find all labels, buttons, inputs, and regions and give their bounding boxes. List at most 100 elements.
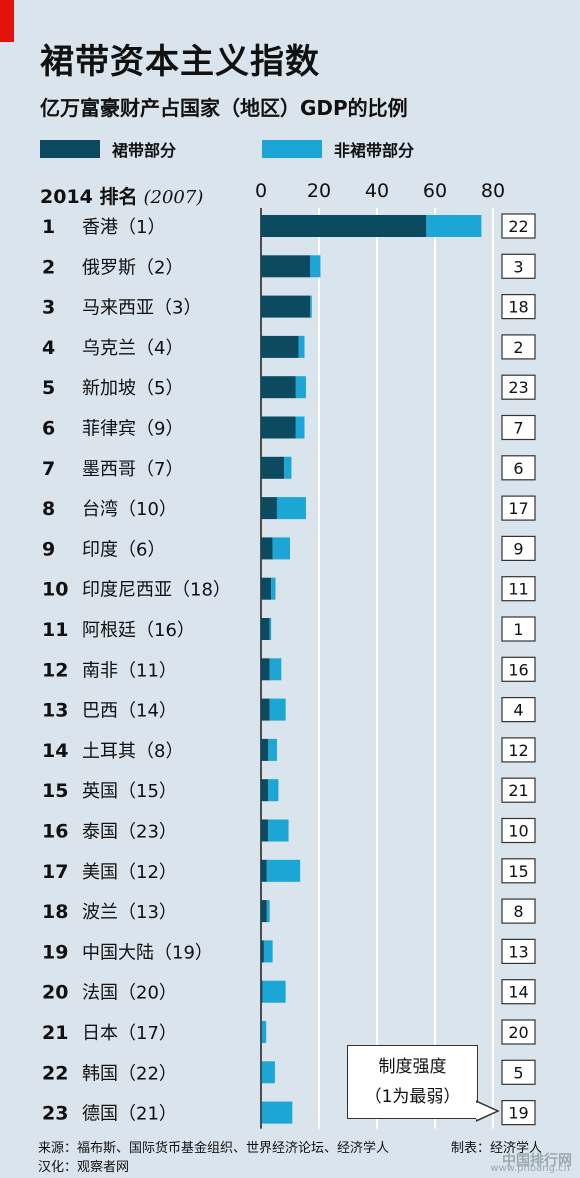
- rank-number: 6: [42, 418, 55, 440]
- legend-label-non-crony: 非裙带部分: [334, 141, 415, 160]
- bar-non-crony: [266, 859, 301, 882]
- bar-non-crony: [266, 900, 270, 923]
- strength-box: [501, 858, 536, 884]
- strength-value: 20: [508, 1023, 528, 1042]
- bar-crony: [261, 779, 269, 802]
- bar-non-crony: [284, 456, 292, 479]
- watermark-url: www.phbang.cn: [490, 1163, 570, 1174]
- bar-non-crony: [298, 335, 305, 358]
- country-label: 波兰（13）: [82, 902, 177, 923]
- country-label: 巴西（14）: [82, 701, 177, 722]
- rank-header-label: 2014 排名: [40, 186, 138, 208]
- bar-non-crony: [269, 618, 272, 640]
- rank-number: 10: [42, 579, 68, 601]
- strength-value: 13: [508, 942, 528, 961]
- country-label: 韩国（22）: [82, 1063, 177, 1084]
- country-label: 俄罗斯（2）: [82, 257, 183, 278]
- bar-crony: [261, 819, 269, 842]
- bar-crony: [261, 376, 296, 399]
- strength-box: [501, 898, 536, 924]
- rank-number: 23: [42, 1103, 68, 1125]
- page-title: 裙带资本主义指数: [40, 42, 320, 82]
- bar-crony: [261, 497, 277, 520]
- strength-value: 9: [513, 539, 523, 558]
- watermark: 中国排行网: [502, 1153, 572, 1169]
- bar-crony: [261, 618, 270, 640]
- rank-number: 13: [42, 700, 68, 722]
- country-label: 菲律宾（9）: [82, 419, 183, 440]
- strength-box: [501, 253, 536, 279]
- bar-crony: [261, 940, 264, 963]
- footer-translation: 汉化：观察者网: [38, 1160, 130, 1175]
- country-label: 台湾（10）: [82, 499, 177, 520]
- footer-source: 来源：福布斯、国际货币基金组织、世界经济论坛、经济学人: [38, 1141, 390, 1156]
- strength-box: [501, 213, 536, 239]
- country-label: 法国（20）: [82, 983, 177, 1004]
- bar-non-crony: [295, 416, 305, 439]
- rank-number: 14: [42, 740, 68, 762]
- strength-value: 12: [508, 741, 528, 760]
- country-label: 南非（11）: [82, 660, 177, 681]
- country-label: 德国（21）: [82, 1104, 177, 1125]
- bar-non-crony: [276, 497, 306, 520]
- bar-non-crony: [261, 1021, 267, 1043]
- page-subtitle: 亿万富豪财产占国家（地区）GDP的比例: [40, 96, 408, 120]
- rank-number: 20: [42, 982, 68, 1004]
- bar-crony: [261, 1061, 262, 1084]
- rank-number: 22: [42, 1062, 68, 1084]
- x-tick-label: 60: [423, 180, 447, 202]
- bar-crony: [261, 1101, 262, 1124]
- bar-crony: [261, 577, 272, 600]
- rank-number: 15: [42, 780, 68, 802]
- strength-box: [501, 737, 536, 763]
- strength-box: [501, 777, 536, 803]
- bar-crony: [261, 980, 263, 1003]
- bar-crony: [261, 295, 311, 318]
- bar-crony: [261, 215, 427, 237]
- strength-value: 2: [513, 338, 523, 357]
- strength-box: [501, 1059, 536, 1085]
- bar-crony: [261, 859, 267, 882]
- country-label: 墨西哥（7）: [82, 459, 183, 480]
- bar-crony: [261, 1021, 262, 1043]
- rank-number: 5: [42, 377, 55, 399]
- rank-number: 11: [42, 619, 68, 641]
- bar-non-crony: [310, 295, 312, 318]
- x-tick-label: 20: [307, 180, 331, 202]
- bar-non-crony: [295, 376, 306, 399]
- bar-non-crony: [268, 779, 279, 802]
- bar-non-crony: [261, 1101, 293, 1124]
- rank-number: 19: [42, 941, 68, 963]
- strength-value: 6: [513, 459, 523, 478]
- country-label: 土耳其（8）: [82, 741, 183, 762]
- legend-non-crony: 非裙带部分: [262, 139, 415, 160]
- strength-box: [501, 334, 536, 360]
- bar-non-crony: [261, 1061, 275, 1084]
- rank-header-prior: (2007): [143, 187, 204, 208]
- strength-box: [501, 817, 536, 844]
- country-label: 马来西亚（3）: [82, 298, 201, 319]
- rank-number: 21: [42, 1022, 68, 1044]
- strength-value: 16: [508, 660, 528, 679]
- strength-value: 21: [508, 781, 528, 800]
- legend-crony: 裙带部分: [40, 139, 176, 160]
- country-label: 新加坡（5）: [82, 378, 183, 399]
- x-tick-label: 80: [481, 180, 505, 202]
- country-label: 中国大陆（19）: [82, 942, 213, 963]
- strength-value: 23: [508, 378, 528, 397]
- bar-non-crony: [268, 738, 277, 761]
- country-label: 英国（15）: [82, 781, 177, 802]
- legend-swatch-non-crony: [262, 140, 322, 158]
- bar-crony: [261, 698, 270, 721]
- strength-box: [501, 1099, 536, 1126]
- rank-number: 16: [42, 821, 68, 843]
- rank-header: 2014 排名 (2007): [40, 182, 203, 209]
- bar-crony: [261, 335, 299, 358]
- bar-crony: [261, 456, 285, 479]
- rank-number: 2: [42, 256, 55, 278]
- strength-box: [501, 374, 536, 400]
- country-label: 日本（17）: [82, 1023, 177, 1044]
- strength-value: 1: [513, 620, 523, 639]
- strength-box: [501, 656, 536, 682]
- strength-value: 5: [513, 1063, 523, 1082]
